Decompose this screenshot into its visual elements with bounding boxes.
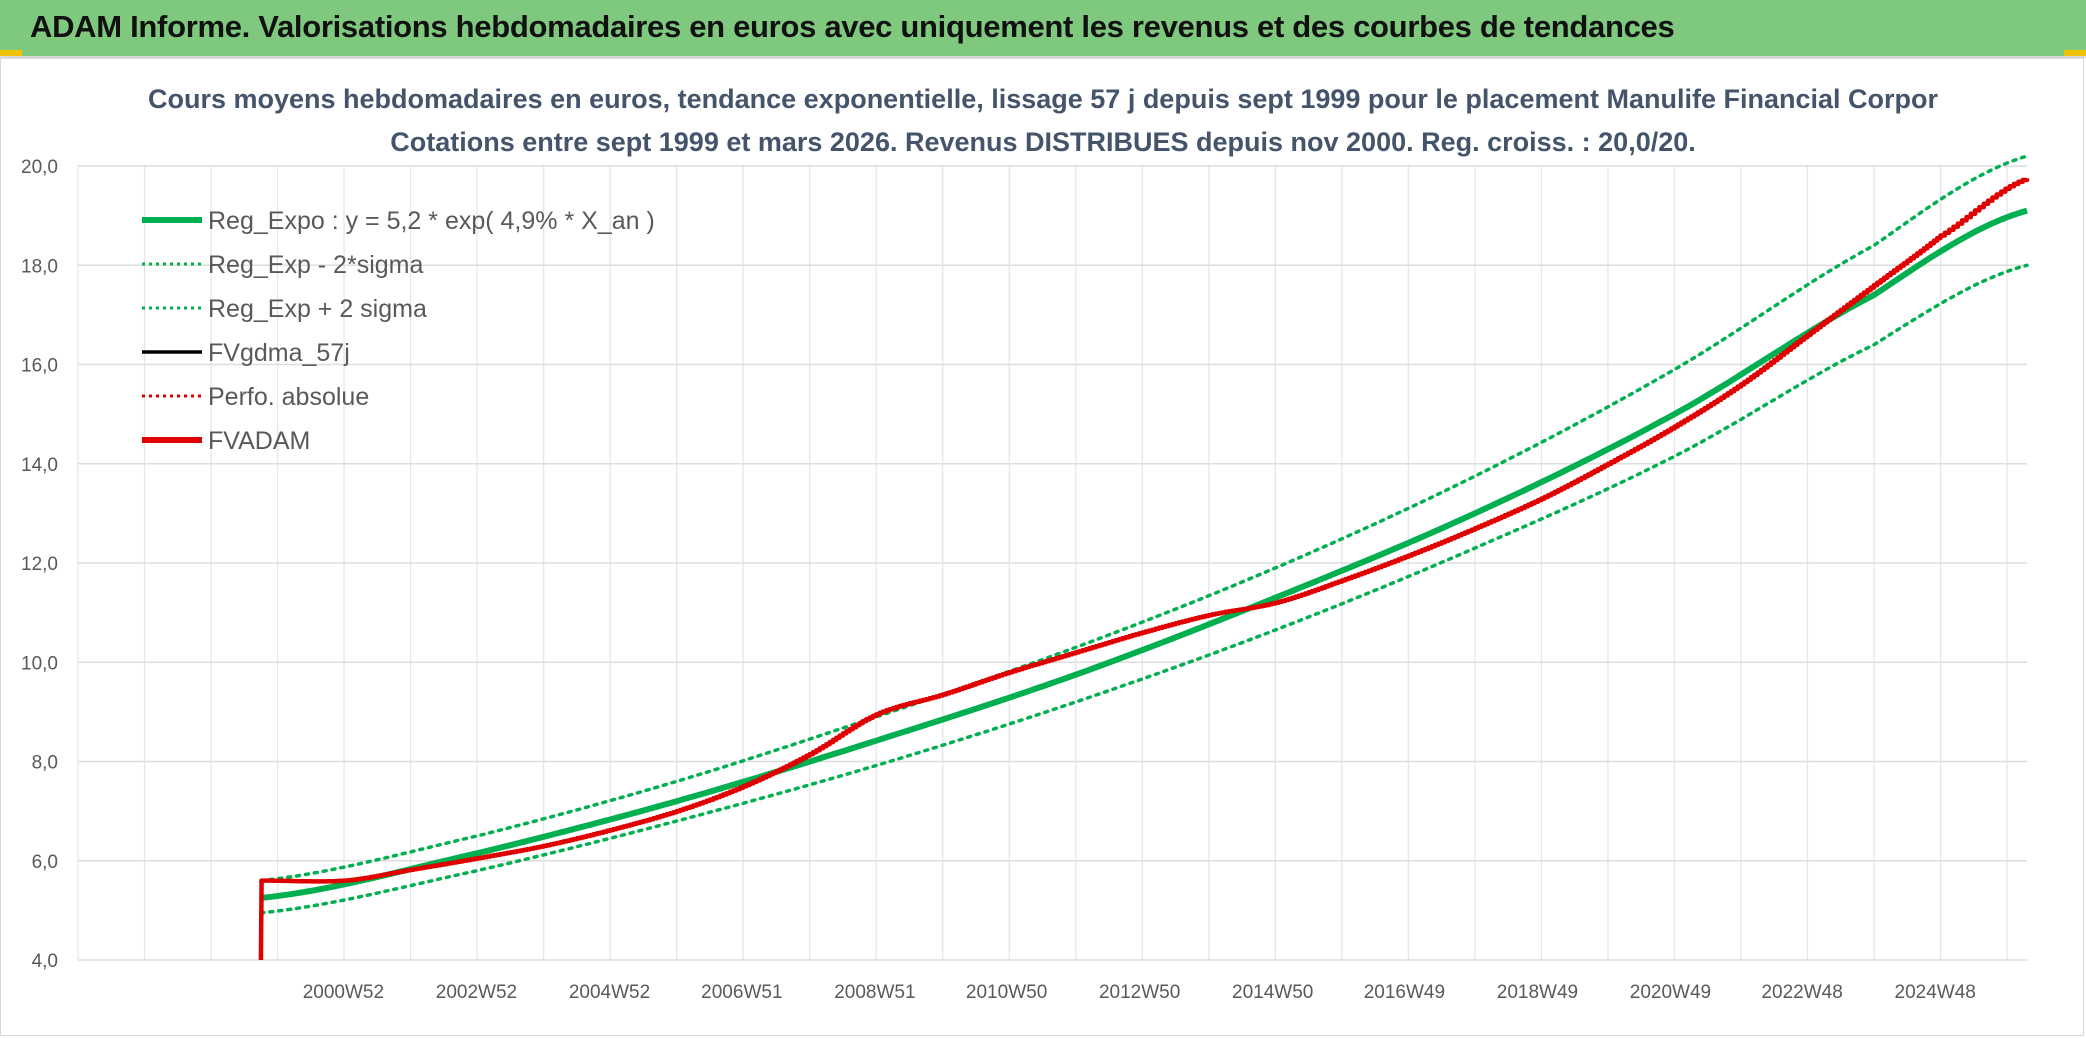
chart-title: Cours moyens hebdomadaires en euros, ten… — [148, 84, 1939, 114]
banner-corner-right — [2064, 50, 2086, 56]
legend: Reg_Expo : y = 5,2 * exp( 4,9% * X_an ) R… — [142, 207, 655, 455]
legend-label: Reg_Exp + 2 sigma — [208, 295, 427, 323]
x-tick-label: 2014W50 — [1232, 982, 1313, 1003]
chart-frame — [0, 58, 2084, 1036]
y-tick-label: 6,0 — [32, 852, 58, 873]
series-line-reg-exp-2-sigma — [259, 154, 2029, 883]
legend-label: FVgdma_57j — [208, 339, 350, 367]
x-axis: 2000W52 2002W52 2004W52 2006W51 2008W51 2010W… — [303, 982, 1976, 1003]
x-tick-label: 2010W50 — [966, 982, 1047, 1003]
y-tick-label: 4,0 — [32, 951, 58, 972]
x-tick-label: 2012W50 — [1099, 982, 1180, 1003]
y-tick-label: 12,0 — [21, 554, 58, 575]
x-tick-label: 2024W48 — [1895, 982, 1976, 1003]
x-tick-label: 2002W52 — [436, 982, 517, 1003]
report-banner: ADAM Informe. Valorisations hebdomadaire… — [0, 0, 2086, 58]
report-title: ADAM Informe. Valorisations hebdomadaire… — [30, 9, 1675, 44]
y-tick-label: 10,0 — [21, 653, 58, 674]
legend-label: Reg_Exp - 2*sigma — [208, 251, 423, 279]
x-tick-label: 2000W52 — [303, 982, 384, 1003]
series-line-reg-exp-2-sigma — [259, 263, 2029, 915]
series — [258, 154, 2030, 961]
series-line-reg-expo-y-5-2-exp-4-9-x-an — [260, 207, 2028, 901]
y-tick-label: 20,0 — [21, 157, 58, 178]
series-line-fvadam — [258, 177, 2030, 961]
x-tick-label: 2008W51 — [834, 982, 915, 1003]
x-tick-label: 2020W49 — [1630, 982, 1711, 1003]
legend-label: Perfo. absolue — [208, 383, 369, 411]
legend-label: Reg_Expo : y = 5,2 * exp( 4,9% * X_an ) — [208, 207, 655, 235]
x-tick-label: 2016W49 — [1364, 982, 1445, 1003]
y-axis: 4,0 6,0 8,0 10,0 12,0 14,0 16,0 18,0 20,0 — [21, 157, 58, 972]
y-tick-label: 16,0 — [21, 356, 58, 377]
x-tick-label: 2022W48 — [1761, 982, 1842, 1003]
legend-label: FVADAM — [208, 427, 310, 455]
gridlines — [77, 165, 2027, 961]
y-tick-label: 14,0 — [21, 455, 58, 476]
x-tick-label: 2006W51 — [701, 982, 782, 1003]
y-tick-label: 18,0 — [21, 256, 58, 277]
banner-corner-left — [0, 50, 22, 56]
x-tick-label: 2004W52 — [569, 982, 650, 1003]
y-tick-label: 8,0 — [32, 753, 58, 774]
chart-subtitle: Cotations entre sept 1999 et mars 2026. … — [390, 127, 1696, 157]
x-tick-label: 2018W49 — [1497, 982, 1578, 1003]
